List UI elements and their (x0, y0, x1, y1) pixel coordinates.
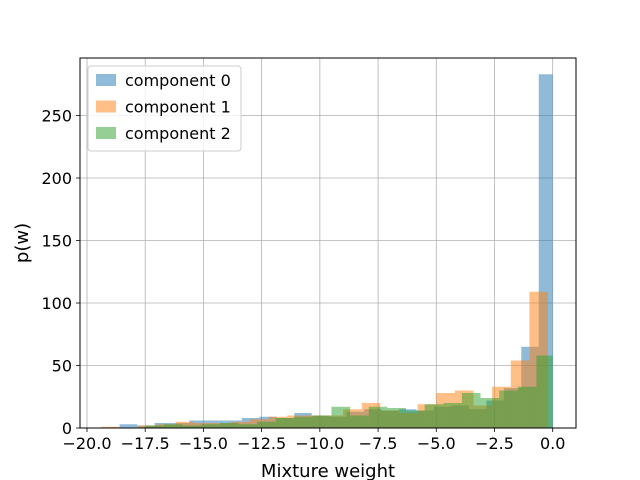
legend-swatch (96, 100, 116, 113)
histogram-bar (219, 423, 239, 428)
legend-swatch (96, 74, 116, 86)
x-tick-label: −20.0 (62, 434, 111, 453)
histogram-bar (275, 418, 295, 428)
histogram-bar (443, 403, 462, 428)
histogram-bar (350, 415, 369, 428)
histogram-bar (182, 425, 202, 428)
legend-label: component 1 (125, 98, 231, 117)
histogram-bar (406, 410, 425, 428)
histogram-bar (238, 424, 257, 428)
histogram-bar (119, 424, 138, 428)
histogram-bar (499, 390, 518, 428)
x-tick-label: −2.5 (475, 434, 514, 453)
x-tick-label: −12.5 (237, 434, 286, 453)
histogram-bar (294, 416, 313, 428)
x-tick-label: 0.0 (540, 434, 565, 453)
x-tick-label: −10.0 (295, 434, 344, 453)
histogram-bar (145, 425, 164, 428)
plot-frame (79, 57, 577, 429)
histogram-bar (480, 398, 500, 428)
y-tick-label: 150 (41, 232, 72, 251)
y-tick-label: 50 (52, 357, 72, 376)
y-axis-label: p(w) (12, 223, 33, 263)
legend-label: component 0 (125, 71, 231, 90)
y-tick-label: 0 (62, 419, 72, 438)
histogram-bar (387, 408, 407, 428)
histogram-bar (424, 404, 444, 428)
axis-ticks: −20.0 −17.5 −15.0 −12.5 −10.0 −7.5 −5.0 −2.5 0.0… (41, 107, 565, 454)
histogram-bars (100, 74, 553, 428)
histogram-bar (461, 393, 481, 428)
histogram-bar (368, 406, 388, 428)
x-tick-label: −5.0 (417, 434, 456, 453)
y-tick-label: 200 (41, 169, 72, 188)
histogram-bar (517, 386, 537, 428)
x-tick-label: −17.5 (121, 434, 170, 453)
x-tick-label: −7.5 (359, 434, 398, 453)
legend-box (87, 65, 242, 152)
histogram-bar (256, 421, 276, 428)
histogram-bar (175, 421, 195, 428)
y-tick-label: 250 (41, 107, 72, 126)
histogram-bar (536, 355, 553, 428)
legend-label: component 2 (125, 124, 231, 143)
x-tick-label: −15.0 (179, 434, 228, 453)
series-component-2 (145, 355, 553, 428)
legend-swatch (96, 127, 116, 139)
grid-lines (80, 58, 576, 429)
histogram-bar (331, 406, 351, 428)
y-tick-label: 100 (41, 294, 72, 313)
histogram-bar (312, 415, 332, 428)
histogram-bar (100, 426, 120, 428)
histogram-bar (201, 424, 220, 428)
histogram-bar (163, 424, 183, 428)
legend: component 0 component 1 component 2 (87, 65, 242, 152)
x-axis-label: Mixture weight (261, 461, 395, 480)
